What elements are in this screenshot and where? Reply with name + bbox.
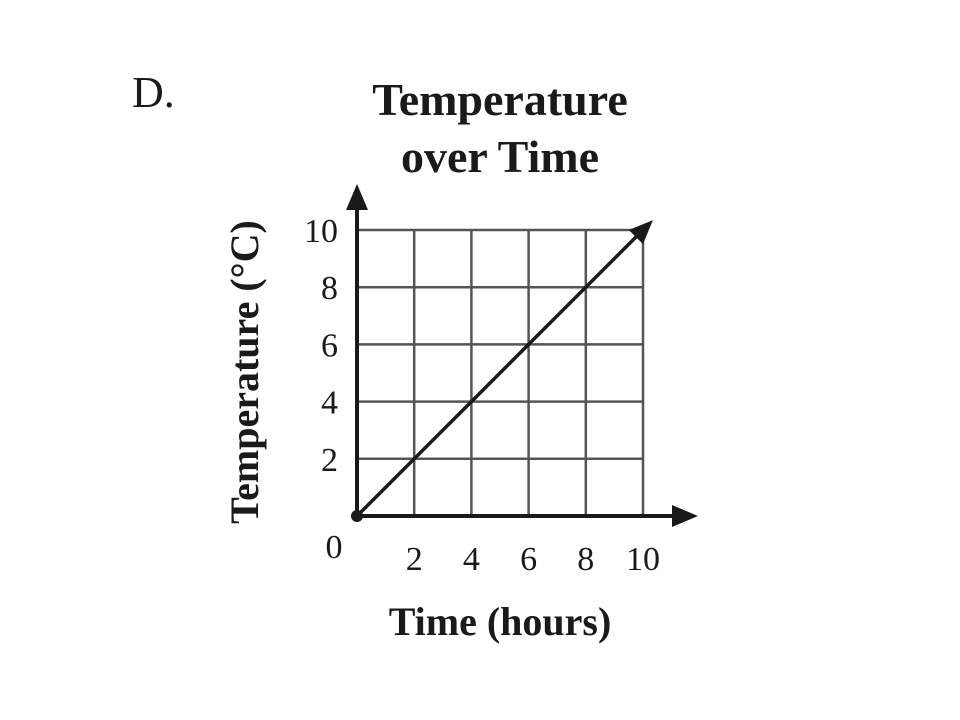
- x-tick-label: 10: [626, 541, 660, 578]
- series-line: [355, 225, 648, 518]
- y-tick-label: 4: [321, 385, 338, 422]
- x-axis-arrow: [672, 505, 698, 527]
- y-tick-label: 10: [304, 213, 338, 250]
- axes: [346, 184, 698, 527]
- x-tick-label: 4: [463, 541, 480, 578]
- y-axis-label: Temperature (°C): [222, 220, 267, 524]
- option-label: D.: [132, 68, 175, 117]
- x-axis-label: Time (hours): [389, 599, 612, 644]
- grid: [357, 228, 645, 516]
- chart-title-line-1: Temperature: [372, 74, 628, 125]
- series: [351, 220, 653, 522]
- y-tick-label: 2: [321, 442, 338, 479]
- origin-tick-label: 0: [326, 529, 343, 566]
- origin-point: [351, 510, 363, 522]
- chart-title-line-2: over Time: [401, 131, 599, 182]
- x-tick-label: 6: [520, 541, 537, 578]
- x-tick-label: 2: [406, 541, 423, 578]
- tick-labels: 2 4 6 8 10 2 4 6 8 10 0: [304, 213, 660, 578]
- y-axis-arrow: [346, 184, 368, 210]
- series-line-arrow: [628, 220, 653, 245]
- y-tick-label: 6: [321, 327, 338, 364]
- y-tick-label: 8: [321, 270, 338, 307]
- x-tick-label: 8: [577, 541, 594, 578]
